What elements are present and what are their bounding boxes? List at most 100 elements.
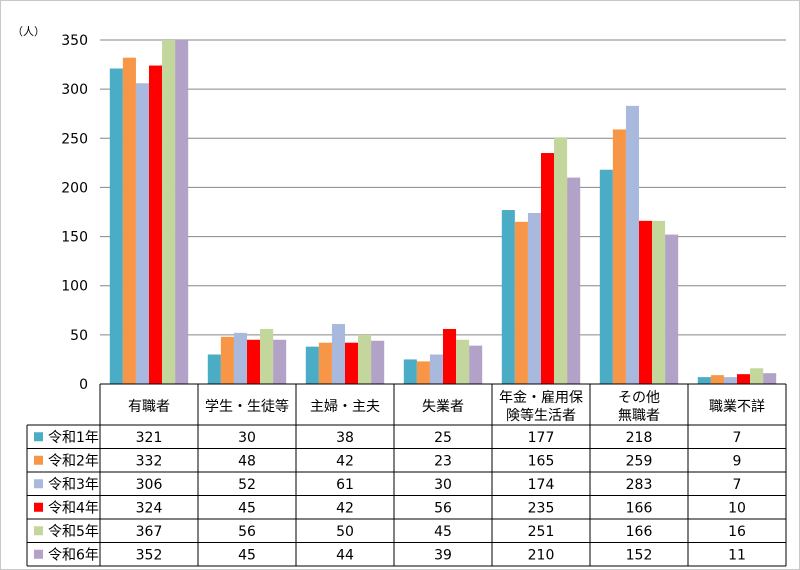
x-category-label: その他 xyxy=(618,390,660,406)
bar xyxy=(149,65,163,384)
bar xyxy=(273,339,287,384)
bar xyxy=(514,221,528,384)
table-value: 39 xyxy=(434,547,452,563)
y-tick-label: 200 xyxy=(61,180,88,196)
table-value: 30 xyxy=(434,477,452,493)
bar xyxy=(305,346,319,384)
y-unit-label: （人） xyxy=(12,25,45,38)
table-value: 9 xyxy=(733,453,742,469)
y-tick-label: 350 xyxy=(61,33,88,49)
bar xyxy=(416,361,430,384)
bar xyxy=(456,339,470,384)
bar xyxy=(567,177,581,384)
table-value: 7 xyxy=(733,430,742,446)
table-value: 152 xyxy=(626,547,653,563)
table-value: 166 xyxy=(626,524,653,540)
bar xyxy=(652,220,666,384)
bar xyxy=(260,328,274,384)
bar xyxy=(220,336,234,384)
table-value: 48 xyxy=(238,453,256,469)
table-value: 321 xyxy=(136,430,163,446)
bar xyxy=(737,374,751,384)
legend-series-name: 令和3年 xyxy=(48,477,99,493)
bar xyxy=(501,210,515,384)
x-category-label: 険等生活者 xyxy=(506,407,576,424)
bar xyxy=(710,375,724,384)
y-tick-label: 100 xyxy=(61,279,88,295)
bar xyxy=(122,57,136,384)
bar xyxy=(345,342,359,384)
table-value: 23 xyxy=(434,453,452,469)
table-value: 61 xyxy=(336,477,354,493)
bar xyxy=(175,40,189,384)
y-axis-ticks: 0 50 100 150 200 250 300 350 xyxy=(61,33,88,393)
legend-swatch xyxy=(34,549,43,559)
legend-swatch xyxy=(34,479,43,489)
bar xyxy=(403,359,417,384)
bar xyxy=(247,339,261,384)
bar xyxy=(527,212,541,384)
bar xyxy=(612,129,626,384)
table-value: 42 xyxy=(336,500,354,516)
bar xyxy=(162,40,176,384)
bar xyxy=(331,324,345,384)
y-tick-label: 50 xyxy=(70,328,88,344)
table-value: 210 xyxy=(528,547,555,563)
bar xyxy=(358,334,372,384)
table-value: 166 xyxy=(626,500,653,516)
bar xyxy=(665,234,679,384)
bar xyxy=(371,340,385,384)
bar xyxy=(750,368,764,384)
table-value: 56 xyxy=(238,524,256,540)
table-value: 45 xyxy=(238,500,256,516)
legend-series-name: 令和4年 xyxy=(48,500,99,516)
x-category-label: 職業不詳 xyxy=(709,399,765,415)
bar xyxy=(697,377,711,384)
bar xyxy=(625,105,639,384)
table-value: 25 xyxy=(434,430,452,446)
bar xyxy=(109,68,123,384)
legend-swatch xyxy=(34,455,43,465)
legend-series-name: 令和1年 xyxy=(48,430,99,446)
bar xyxy=(541,153,555,384)
x-category-label: 失業者 xyxy=(422,399,464,415)
bar xyxy=(207,354,221,384)
table-value: 332 xyxy=(136,453,163,469)
table-value: 45 xyxy=(434,524,452,540)
y-tick-label: 250 xyxy=(61,131,88,147)
legend-swatch xyxy=(34,432,43,442)
table-value: 165 xyxy=(528,453,555,469)
table-value: 174 xyxy=(528,477,555,493)
x-category-label: 年金・雇用保 xyxy=(499,389,583,406)
bar xyxy=(233,332,247,384)
bar xyxy=(318,342,332,384)
x-category-label: 有職者 xyxy=(128,399,170,415)
bar xyxy=(554,137,568,384)
table-value: 16 xyxy=(728,524,746,540)
table-value: 50 xyxy=(336,524,354,540)
table-value: 218 xyxy=(626,430,653,446)
legend-series-name: 令和5年 xyxy=(48,524,99,540)
table-value: 44 xyxy=(336,547,354,563)
table-value: 324 xyxy=(136,500,163,516)
bars xyxy=(109,40,777,384)
bar xyxy=(599,169,613,384)
table-value: 11 xyxy=(728,547,746,563)
table-value: 30 xyxy=(238,430,256,446)
table-value: 367 xyxy=(136,524,163,540)
x-category-label: 学生・生徒等 xyxy=(205,398,289,415)
bar xyxy=(429,354,443,384)
legend-swatch xyxy=(34,526,43,536)
bar xyxy=(469,345,483,384)
legend-series-name: 令和2年 xyxy=(48,453,99,469)
y-tick-label: 150 xyxy=(61,230,88,246)
bar xyxy=(135,83,149,384)
x-category-label: 主婦・主夫 xyxy=(310,398,380,415)
table-value: 352 xyxy=(136,547,163,563)
bar xyxy=(443,328,457,384)
table-value: 56 xyxy=(434,500,452,516)
legend-series-name: 令和6年 xyxy=(48,547,99,563)
table-value: 38 xyxy=(336,430,354,446)
